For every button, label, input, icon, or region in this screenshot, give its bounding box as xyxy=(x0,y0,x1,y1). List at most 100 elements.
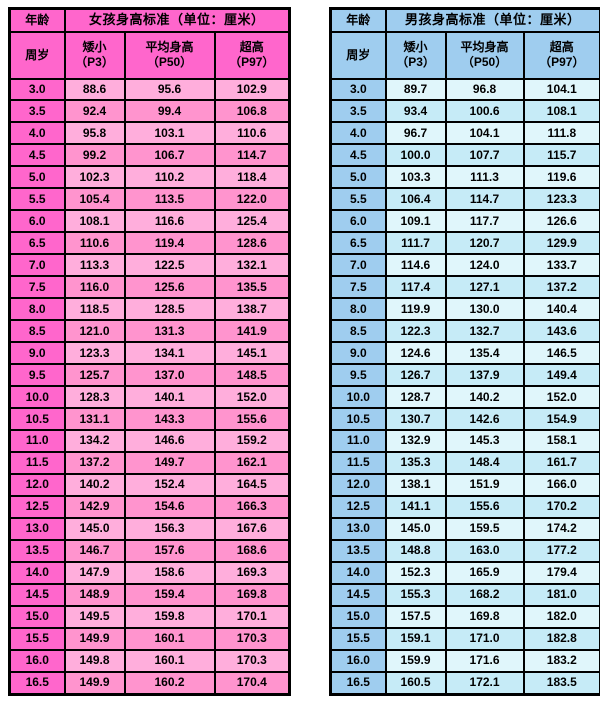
table-row: 3.0 88.6 95.6 102.9 xyxy=(8,77,291,102)
table-row: 11.0 134.2 146.6 159.2 xyxy=(8,429,291,453)
table-row: 3.5 92.4 99.4 106.8 xyxy=(8,99,291,124)
table-row: 7.0 113.3 122.5 132.1 xyxy=(8,253,291,278)
height-value-cell: 146.5 xyxy=(522,341,600,366)
table-row: 5.0 103.3 111.3 119.6 xyxy=(329,165,600,190)
table-row: 16.0 149.8 160.1 170.3 xyxy=(8,648,291,673)
height-value-cell: 149.4 xyxy=(522,363,600,388)
height-value-cell: 159.5 xyxy=(444,516,525,541)
age-cell: 16.0 xyxy=(8,648,66,673)
height-value-cell: 156.3 xyxy=(123,516,216,541)
table-row: 12.0 140.2 152.4 164.5 xyxy=(8,472,291,497)
height-value-cell: 155.6 xyxy=(444,494,525,519)
height-value-cell: 145.3 xyxy=(444,429,525,453)
height-value-cell: 119.6 xyxy=(522,165,600,190)
table-row: 6.5 110.6 119.4 128.6 xyxy=(8,231,291,256)
height-value-cell: 145.0 xyxy=(384,516,447,541)
height-value-cell: 182.8 xyxy=(522,626,600,651)
height-value-cell: 158.6 xyxy=(123,560,216,585)
height-value-cell: 114.6 xyxy=(384,253,447,278)
height-value-cell: 121.0 xyxy=(63,319,126,344)
height-value-cell: 134.1 xyxy=(123,341,216,366)
table-title-row: 年龄 女孩身高标准（单位：厘米） xyxy=(8,7,291,33)
height-value-cell: 160.1 xyxy=(123,626,216,651)
age-header-label: 年龄 xyxy=(329,7,387,33)
height-value-cell: 102.3 xyxy=(63,165,126,190)
height-value-cell: 171.0 xyxy=(444,626,525,651)
age-cell: 15.0 xyxy=(329,604,387,629)
height-value-cell: 132.7 xyxy=(444,319,525,344)
height-value-cell: 110.6 xyxy=(63,231,126,256)
height-value-cell: 102.9 xyxy=(213,77,291,102)
age-cell: 12.5 xyxy=(8,494,66,519)
height-value-cell: 127.1 xyxy=(444,275,525,300)
height-value-cell: 162.1 xyxy=(213,450,291,475)
table-row: 7.5 116.0 125.6 135.5 xyxy=(8,275,291,300)
age-cell: 8.0 xyxy=(8,297,66,322)
height-value-cell: 108.1 xyxy=(522,99,600,124)
age-unit-label: 周岁 xyxy=(8,30,66,80)
height-value-cell: 114.7 xyxy=(213,143,291,168)
table-row: 12.5 142.9 154.6 166.3 xyxy=(8,494,291,519)
table-row: 12.0 138.1 151.9 166.0 xyxy=(329,472,600,497)
height-value-cell: 117.7 xyxy=(444,209,525,234)
height-value-cell: 137.2 xyxy=(63,450,126,475)
height-value-cell: 160.1 xyxy=(123,648,216,673)
height-value-cell: 114.7 xyxy=(444,187,525,212)
height-value-cell: 128.6 xyxy=(213,231,291,256)
height-value-cell: 147.9 xyxy=(63,560,126,585)
height-value-cell: 117.4 xyxy=(384,275,447,300)
table-row: 11.5 135.3 148.4 161.7 xyxy=(329,450,600,475)
table-row: 15.0 157.5 169.8 182.0 xyxy=(329,604,600,629)
column-header-average-label: 平均身高 xyxy=(145,40,194,54)
height-value-cell: 89.7 xyxy=(384,77,447,102)
height-value-cell: 140.4 xyxy=(522,297,600,322)
height-value-cell: 106.4 xyxy=(384,187,447,212)
column-header-short: 矮小 （P3） xyxy=(384,30,447,80)
height-value-cell: 170.3 xyxy=(213,648,291,673)
height-value-cell: 177.2 xyxy=(522,538,600,563)
height-value-cell: 100.0 xyxy=(384,143,447,168)
table-row: 10.0 128.7 140.2 152.0 xyxy=(329,385,600,410)
age-cell: 7.0 xyxy=(329,253,387,278)
height-value-cell: 96.7 xyxy=(384,121,447,146)
height-value-cell: 88.6 xyxy=(63,77,126,102)
height-value-cell: 170.2 xyxy=(522,494,600,519)
height-value-cell: 132.9 xyxy=(384,429,447,453)
table-row: 8.5 121.0 131.3 141.9 xyxy=(8,319,291,344)
height-value-cell: 140.2 xyxy=(444,385,525,410)
height-value-cell: 113.5 xyxy=(123,187,216,212)
table-row: 8.0 119.9 130.0 140.4 xyxy=(329,297,600,322)
height-value-cell: 110.2 xyxy=(123,165,216,190)
age-cell: 14.0 xyxy=(329,560,387,585)
age-cell: 15.0 xyxy=(8,604,66,629)
age-cell: 5.0 xyxy=(8,165,66,190)
height-value-cell: 152.0 xyxy=(522,385,600,410)
height-value-cell: 138.1 xyxy=(384,472,447,497)
age-cell: 13.5 xyxy=(8,538,66,563)
height-value-cell: 131.3 xyxy=(123,319,216,344)
table-row: 16.0 159.9 171.6 183.2 xyxy=(329,648,600,673)
height-value-cell: 152.0 xyxy=(213,385,291,410)
age-cell: 6.0 xyxy=(329,209,387,234)
age-cell: 16.5 xyxy=(8,670,66,696)
age-cell: 6.5 xyxy=(329,231,387,256)
table-row: 11.0 132.9 145.3 158.1 xyxy=(329,429,600,453)
age-cell: 3.0 xyxy=(329,77,387,102)
height-value-cell: 140.2 xyxy=(63,472,126,497)
table-row: 5.5 106.4 114.7 123.3 xyxy=(329,187,600,212)
height-value-cell: 100.6 xyxy=(444,99,525,124)
age-cell: 6.0 xyxy=(8,209,66,234)
height-value-cell: 159.8 xyxy=(123,604,216,629)
height-value-cell: 134.2 xyxy=(63,429,126,453)
height-value-cell: 169.8 xyxy=(213,582,291,607)
height-value-cell: 122.0 xyxy=(213,187,291,212)
height-value-cell: 118.4 xyxy=(213,165,291,190)
age-cell: 13.0 xyxy=(8,516,66,541)
height-value-cell: 165.9 xyxy=(444,560,525,585)
table-row: 13.0 145.0 156.3 167.6 xyxy=(8,516,291,541)
height-value-cell: 123.3 xyxy=(522,187,600,212)
height-value-cell: 125.7 xyxy=(63,363,126,388)
height-value-cell: 169.3 xyxy=(213,560,291,585)
height-value-cell: 181.0 xyxy=(522,582,600,607)
age-cell: 10.5 xyxy=(329,407,387,431)
